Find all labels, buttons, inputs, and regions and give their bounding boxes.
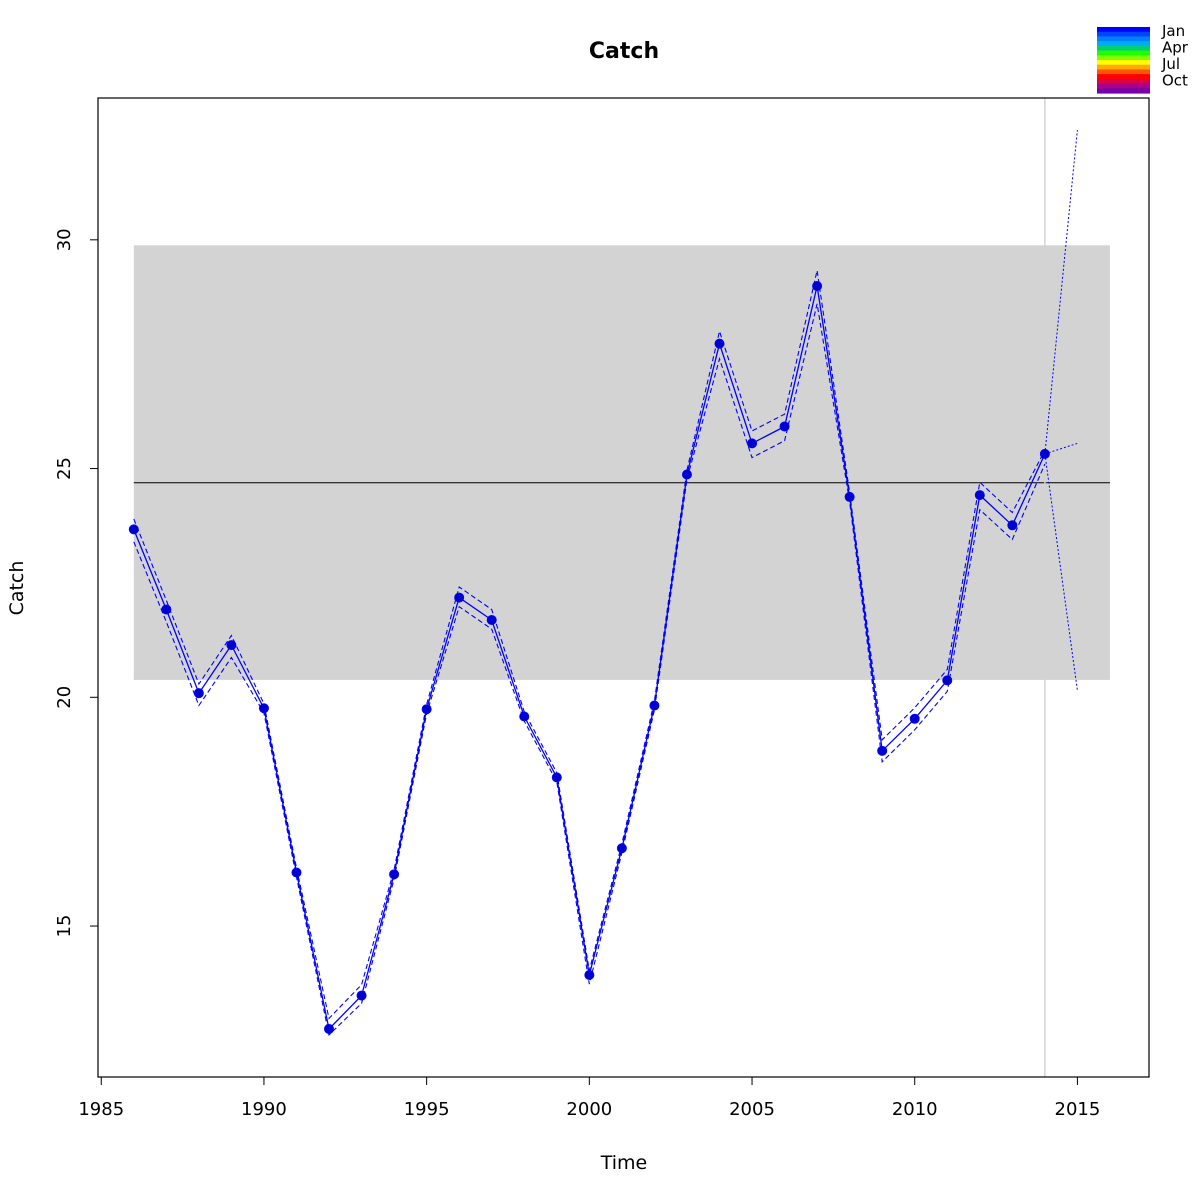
data-point bbox=[161, 604, 172, 615]
forecast-line bbox=[1044, 442, 1078, 455]
shaded-band bbox=[133, 245, 1110, 680]
data-point bbox=[942, 675, 953, 686]
legend-color-swatch bbox=[1097, 50, 1150, 56]
legend-label: Jan bbox=[1161, 22, 1185, 40]
data-point bbox=[1039, 448, 1050, 459]
legend-label: Oct bbox=[1162, 72, 1188, 90]
y-axis: 15 20 25 30 bbox=[54, 228, 99, 938]
legend-label: Jul bbox=[1161, 55, 1180, 73]
x-tick-label: 1985 bbox=[78, 1099, 124, 1120]
legend-color-swatch bbox=[1097, 88, 1150, 94]
data-point bbox=[291, 867, 302, 878]
data-point bbox=[877, 745, 888, 756]
legend-color-swatch bbox=[1097, 31, 1150, 38]
data-point bbox=[714, 338, 725, 349]
data-point bbox=[909, 713, 920, 724]
y-tick-label: 25 bbox=[54, 457, 75, 480]
legend-color-swatch bbox=[1097, 64, 1150, 71]
data-point bbox=[454, 592, 465, 603]
data-point bbox=[974, 490, 985, 501]
x-tick-label: 1990 bbox=[241, 1099, 287, 1120]
data-point bbox=[193, 688, 204, 699]
data-point bbox=[584, 969, 595, 980]
x-tick-label: 2010 bbox=[892, 1099, 938, 1120]
x-tick-label: 2015 bbox=[1055, 1099, 1101, 1120]
data-point bbox=[551, 772, 562, 783]
y-tick-label: 30 bbox=[54, 228, 75, 251]
series-lower-line bbox=[133, 303, 1046, 1036]
data-point bbox=[258, 703, 269, 714]
y-axis-label: Catch bbox=[6, 561, 28, 616]
x-tick-label: 1995 bbox=[404, 1099, 450, 1120]
x-axis: 1985 1990 1995 2000 2005 2010 2015 bbox=[78, 1076, 1101, 1120]
y-tick-label: 15 bbox=[54, 915, 75, 938]
data-point bbox=[844, 491, 855, 502]
legend-color-swatch bbox=[1097, 55, 1150, 61]
data-point bbox=[649, 700, 660, 711]
data-point bbox=[812, 281, 823, 292]
legend-color-swatch bbox=[1097, 36, 1150, 42]
legend-color-swatch bbox=[1097, 45, 1150, 52]
chart-title: Catch bbox=[589, 39, 659, 64]
x-tick-label: 2000 bbox=[566, 1099, 612, 1120]
y-tick-label: 20 bbox=[54, 686, 75, 709]
data-point bbox=[1007, 520, 1018, 531]
data-point bbox=[128, 524, 139, 535]
legend-color-swatch bbox=[1097, 27, 1150, 33]
legend-color-swatch bbox=[1097, 41, 1150, 47]
legend-color-swatch bbox=[1097, 83, 1150, 89]
data-point bbox=[389, 869, 400, 880]
data-point bbox=[519, 711, 530, 722]
legend-color-swatch bbox=[1097, 60, 1150, 66]
data-point bbox=[747, 438, 758, 449]
data-point bbox=[324, 1023, 335, 1034]
plot-area bbox=[128, 98, 1110, 1077]
data-point bbox=[226, 640, 237, 651]
data-point bbox=[356, 990, 367, 1001]
legend-color-swatch bbox=[1097, 78, 1150, 85]
data-point bbox=[779, 421, 790, 432]
data-point bbox=[486, 614, 497, 625]
legend-color-swatch bbox=[1097, 74, 1150, 80]
x-tick-label: 2005 bbox=[729, 1099, 775, 1120]
legend-color-swatch bbox=[1097, 69, 1150, 75]
x-axis-label: Time bbox=[600, 1152, 648, 1174]
data-point bbox=[421, 704, 432, 715]
data-point bbox=[616, 843, 627, 854]
data-point bbox=[681, 469, 692, 480]
legend-label: Apr bbox=[1162, 39, 1189, 57]
